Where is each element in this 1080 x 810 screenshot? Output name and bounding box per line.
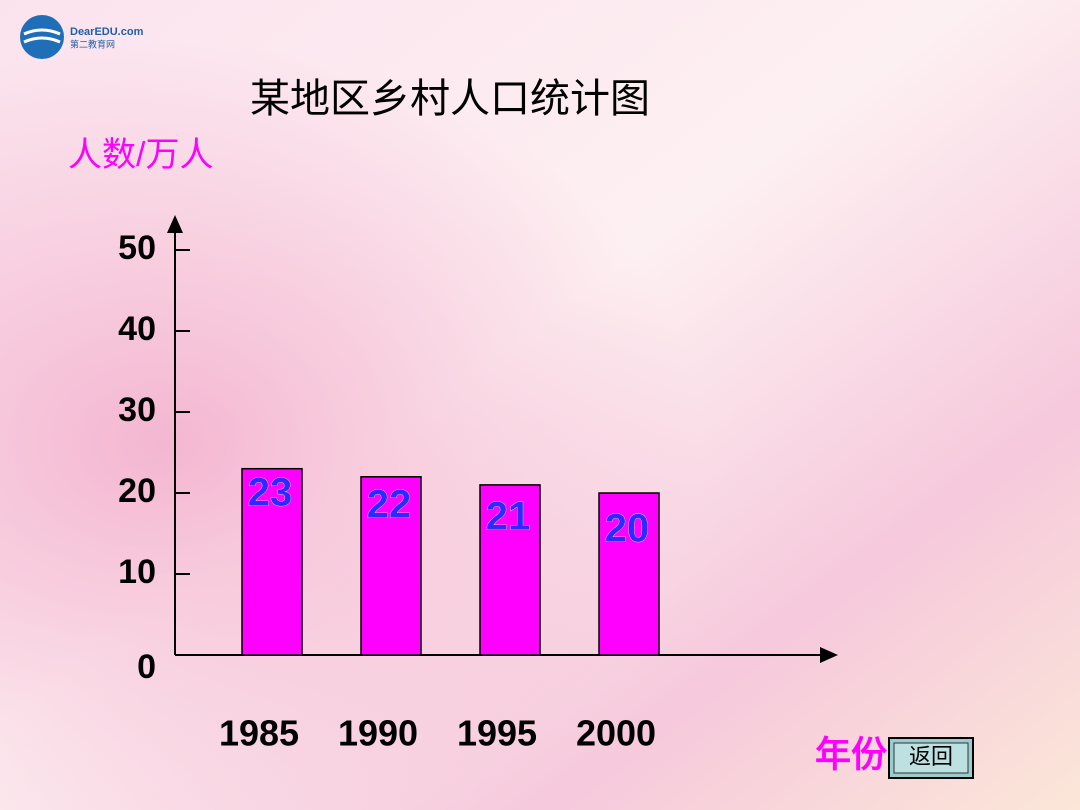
y-tick-label: 0 — [137, 648, 156, 686]
logo-name: DearEDU.com — [70, 26, 144, 38]
bar — [241, 467, 303, 656]
button-face[interactable] — [893, 742, 969, 774]
y-tick-label: 40 — [118, 310, 156, 348]
chart-title: 某地区乡村人口统计图 — [250, 76, 650, 121]
value-label: 22 — [367, 482, 412, 526]
y-tick-label: 30 — [118, 391, 156, 429]
bar — [598, 492, 660, 656]
x-tick-label: 1985 — [219, 713, 299, 754]
y-tick-label: 20 — [118, 472, 156, 510]
logo-waves — [23, 28, 61, 44]
value-label: 23 — [248, 470, 293, 514]
x-tick-label: 2000 — [576, 713, 656, 754]
y-tick-label: 10 — [118, 553, 156, 591]
x-tick-label: 1990 — [338, 713, 418, 754]
x-tick-label: 1995 — [457, 713, 537, 754]
back-button[interactable]: 返回 — [888, 737, 974, 779]
bar — [360, 476, 422, 656]
x-axis-label: 年份 — [815, 734, 887, 775]
value-label: 21 — [486, 494, 531, 538]
y-axis-label: 人数/万人 — [68, 136, 213, 174]
button-label[interactable]: 返回 — [909, 744, 953, 769]
bar — [479, 484, 541, 656]
logo-subtitle: 第二教育网 — [70, 38, 115, 49]
y-tick-label: 50 — [118, 229, 156, 267]
value-label: 20 — [605, 507, 650, 551]
